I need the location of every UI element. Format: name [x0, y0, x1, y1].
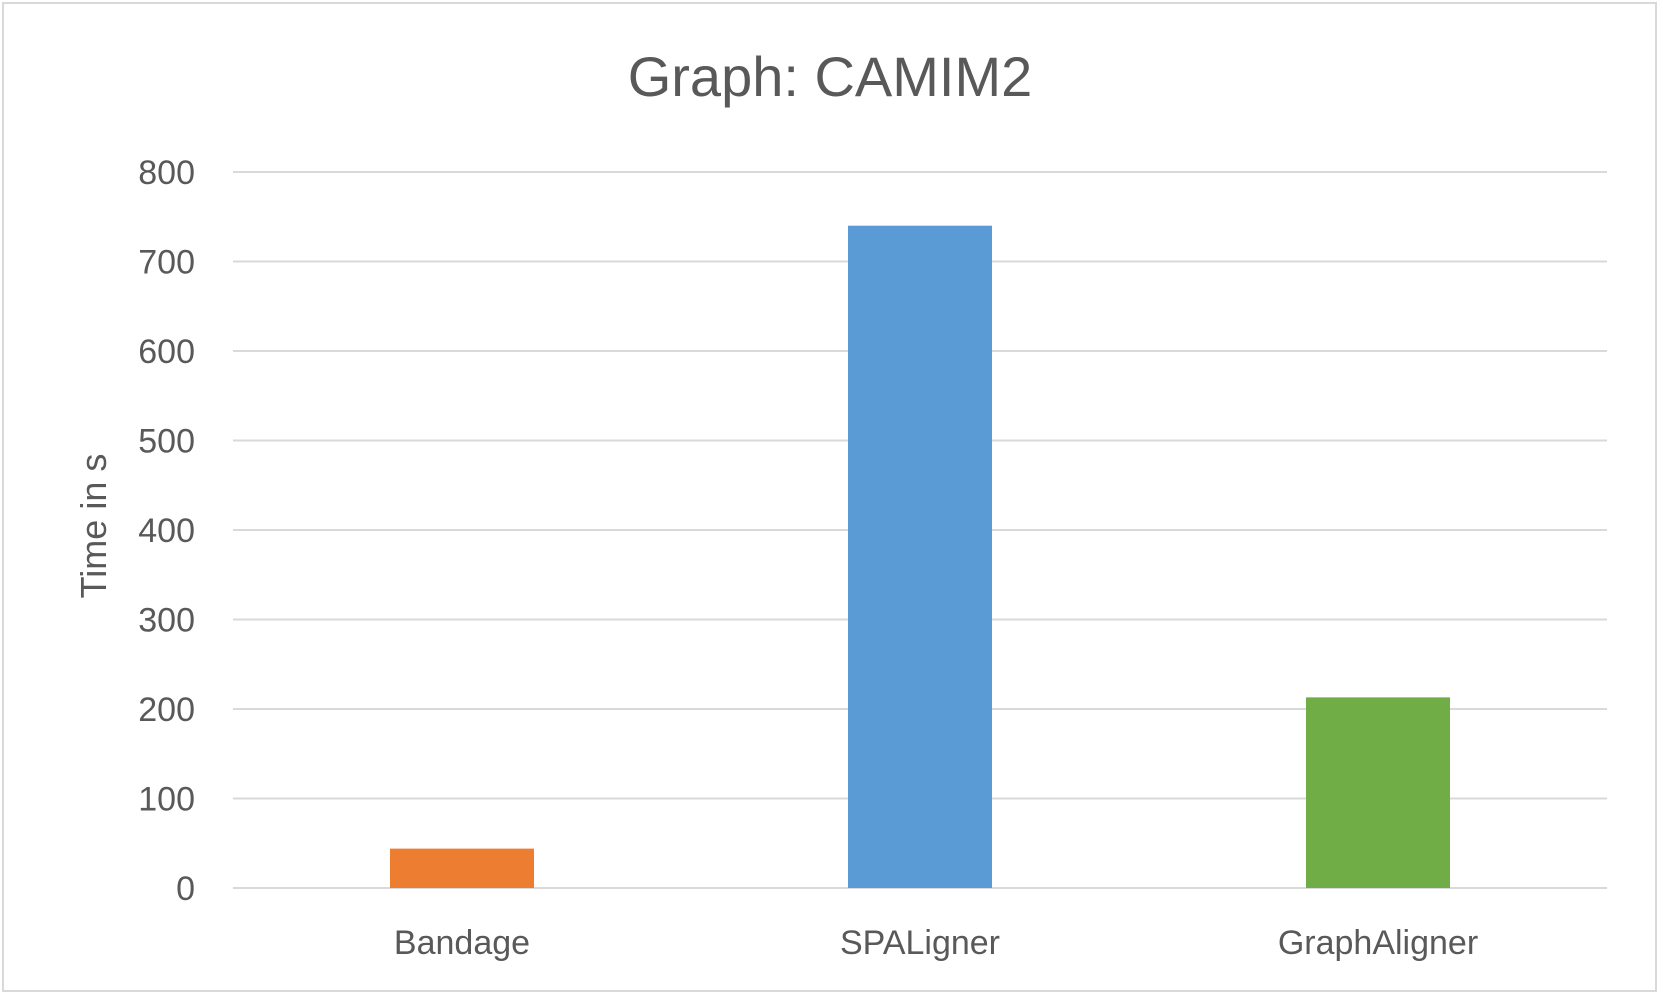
y-tick-label: 400	[138, 512, 195, 550]
y-tick-label: 300	[138, 602, 195, 640]
y-tick-label: 700	[138, 244, 195, 282]
y-tick-label: 0	[176, 870, 195, 908]
bar-graphaligner	[1306, 697, 1450, 888]
chart-title: Graph: CAMIM2	[628, 45, 1033, 108]
x-category-label: Bandage	[394, 924, 530, 962]
x-category-label: SPALigner	[840, 924, 1000, 962]
bar-spaligner	[848, 225, 992, 888]
y-tick-label: 600	[138, 333, 195, 371]
bars	[390, 225, 1450, 888]
y-tick-label: 500	[138, 423, 195, 461]
y-tick-label: 200	[138, 691, 195, 729]
x-category-label: GraphAligner	[1278, 924, 1478, 962]
y-axis-ticks: 0 100 200 300 400 500 600 700 800	[138, 154, 195, 908]
bar-bandage	[390, 848, 534, 888]
x-axis-categories: Bandage SPALigner GraphAligner	[394, 924, 1478, 962]
y-tick-label: 100	[138, 781, 195, 819]
y-tick-label: 800	[138, 154, 195, 192]
y-axis-label: Time in s	[73, 454, 114, 599]
